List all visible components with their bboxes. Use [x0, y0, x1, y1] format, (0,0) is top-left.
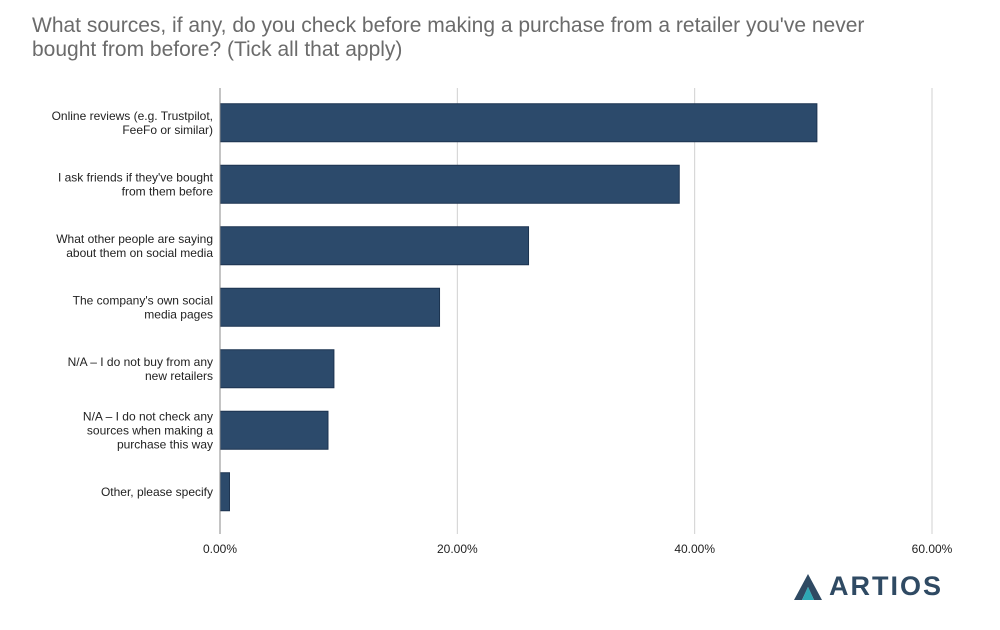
bars — [219, 103, 818, 512]
x-tick-label: 60.00% — [912, 542, 953, 556]
x-tick-label: 0.00% — [203, 542, 237, 556]
bar — [219, 472, 230, 512]
x-tick-label: 20.00% — [437, 542, 478, 556]
category-labels: Online reviews (e.g. Trustpilot, FeeFo or… — [52, 109, 214, 499]
x-axis-tick-labels: 0.00% 20.00% 40.00% 60.00% — [203, 542, 953, 556]
brand-name: ARTIOS — [829, 571, 944, 601]
artios-logo-icon — [794, 573, 822, 600]
bar — [219, 164, 680, 204]
category-label: Other, please specify — [101, 485, 213, 499]
category-label: N/A – I do not check any sources when mak… — [83, 409, 213, 451]
bar — [219, 287, 441, 327]
gridlines — [456, 88, 933, 534]
category-label: What other people are saying about them o… — [56, 232, 213, 260]
bar — [219, 226, 530, 266]
bar — [219, 349, 335, 389]
bar — [219, 103, 818, 143]
category-label: Online reviews (e.g. Trustpilot, FeeFo or… — [52, 109, 213, 137]
category-label: N/A – I do not buy from any new retailers — [68, 355, 213, 383]
category-label: I ask friends if they've bought from them… — [58, 170, 214, 198]
chart-title: What sources, if any, do you check befor… — [32, 14, 865, 61]
brand-logo: ARTIOS — [793, 571, 943, 602]
bar — [219, 410, 329, 450]
category-label: The company's own social media pages — [73, 293, 213, 321]
x-tick-label: 40.00% — [674, 542, 715, 556]
